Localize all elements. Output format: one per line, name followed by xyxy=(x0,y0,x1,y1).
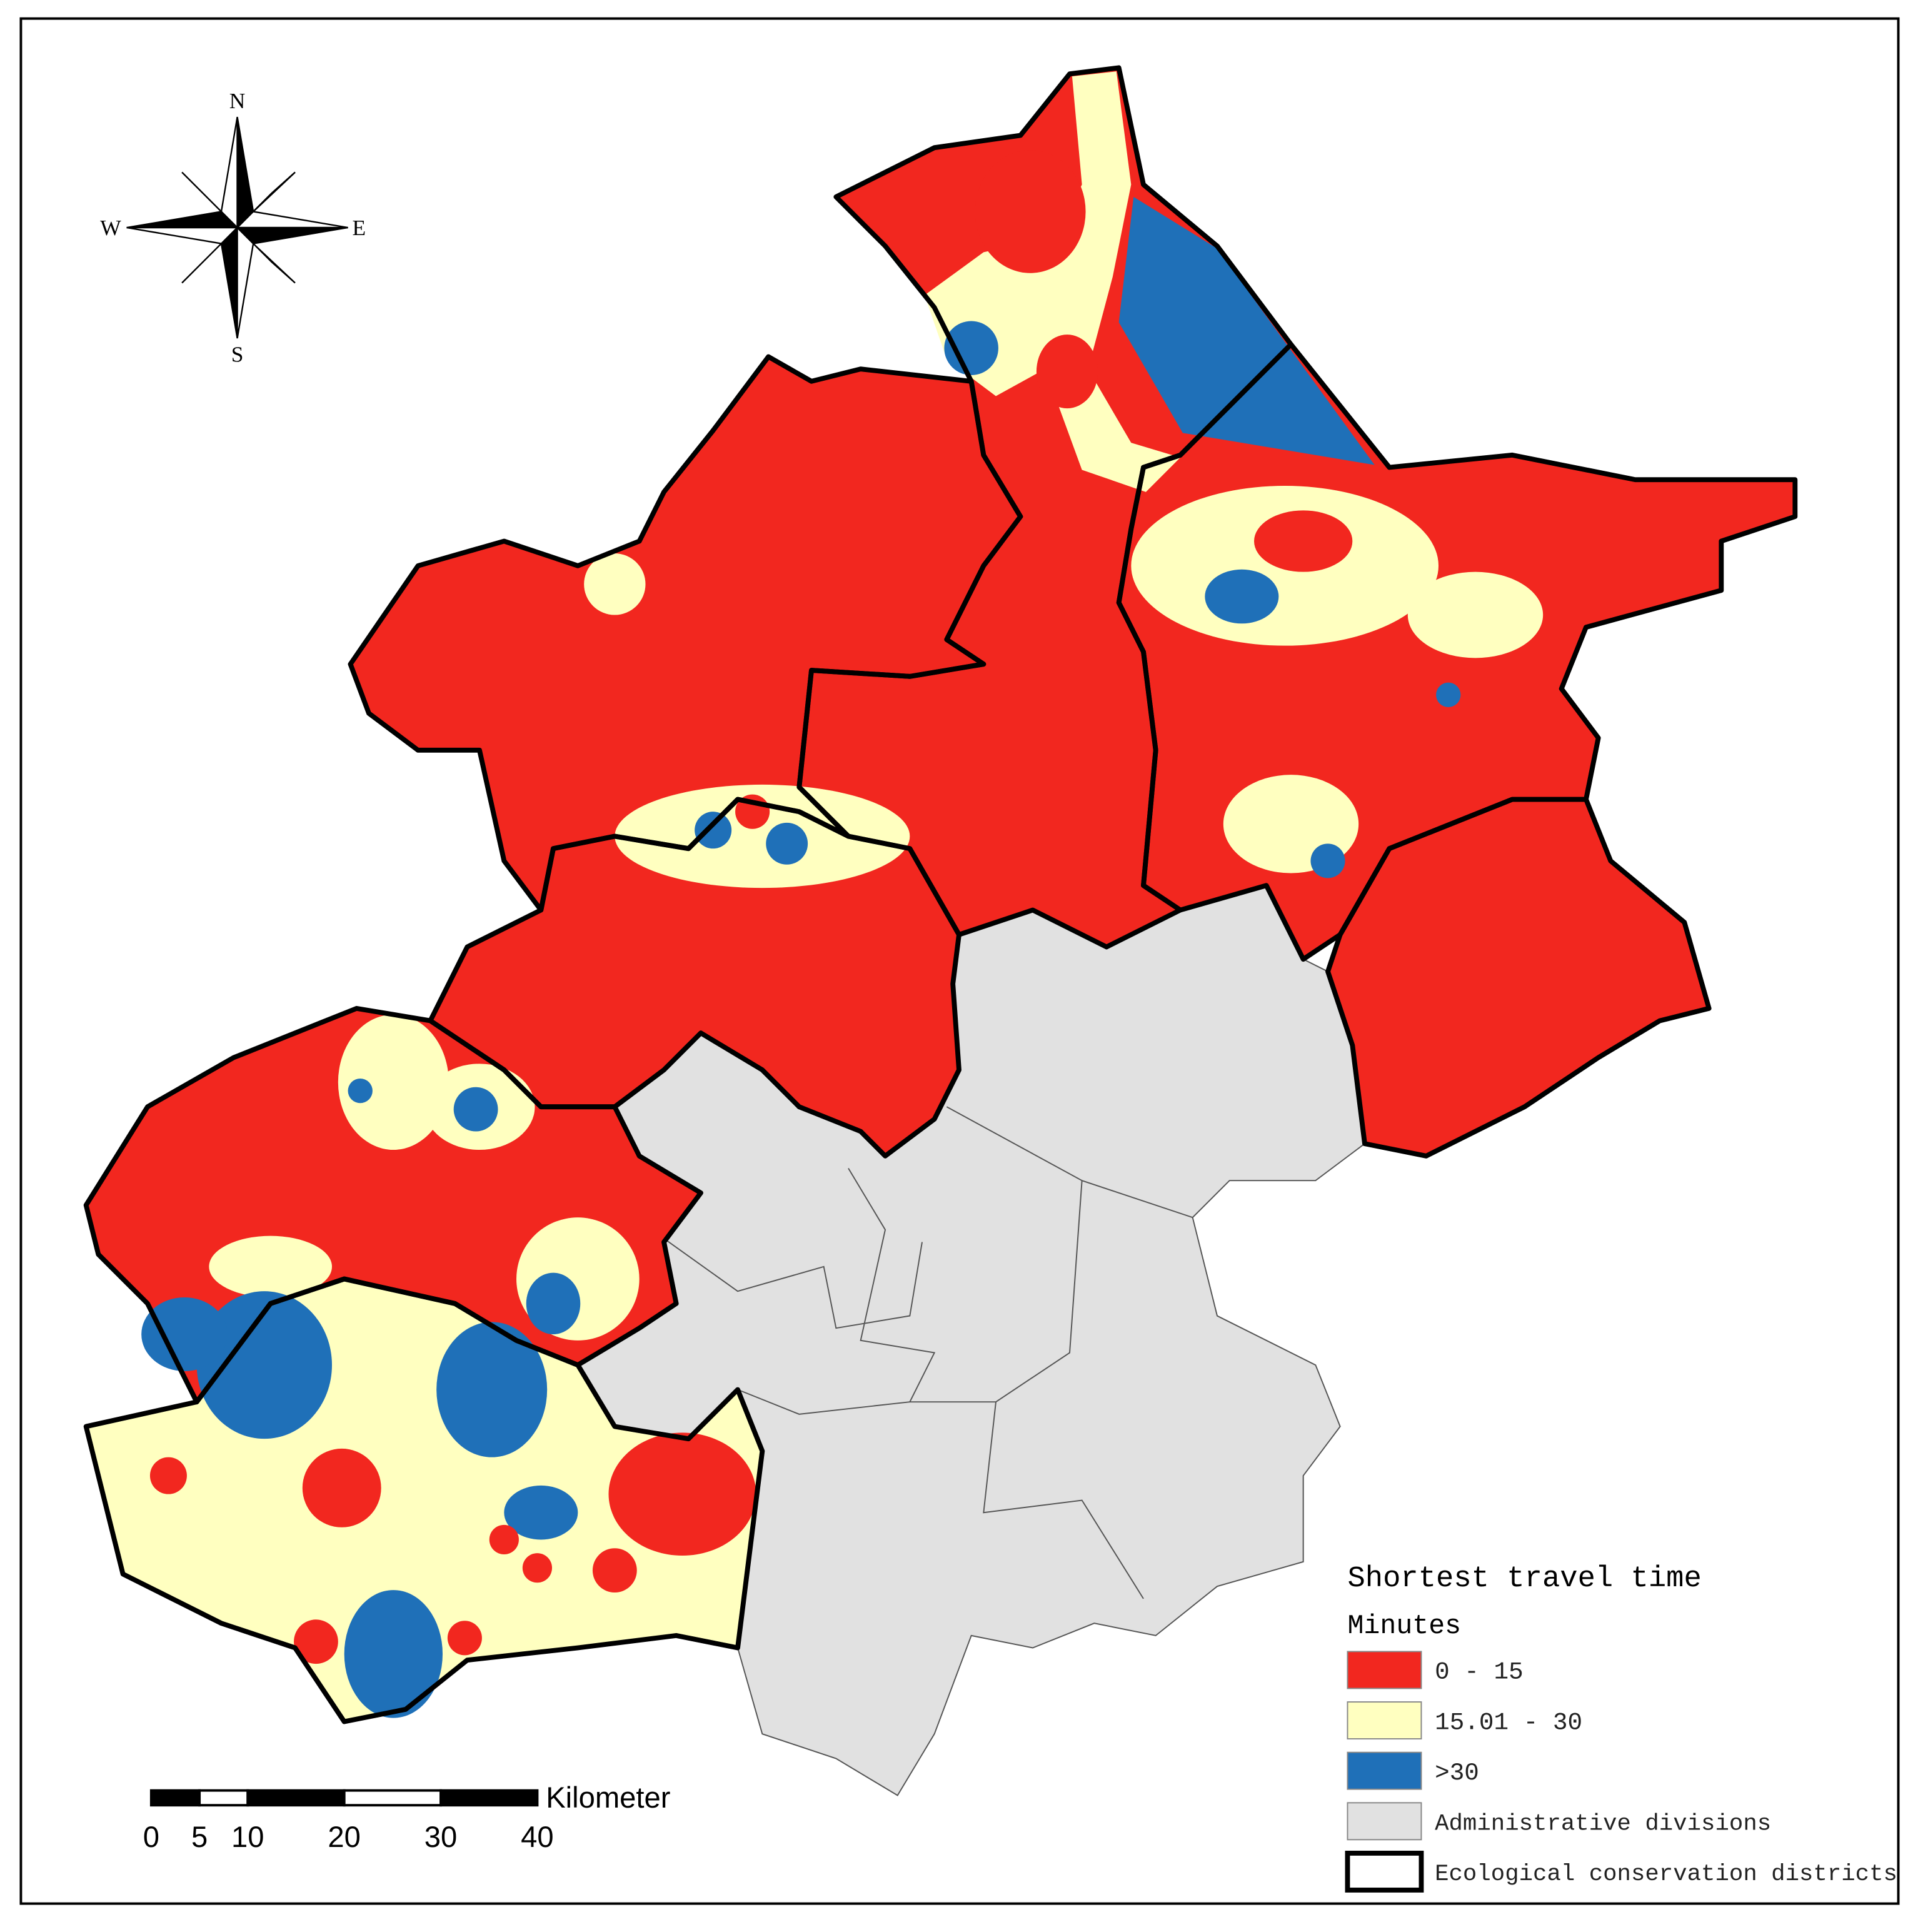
scale-unit: Kilometer xyxy=(546,1781,670,1814)
zone xyxy=(489,1524,519,1555)
zone xyxy=(522,1553,553,1583)
scale-tick-label: 0 xyxy=(143,1821,159,1854)
scale-tick-label: 10 xyxy=(231,1821,264,1854)
compass-label: S xyxy=(231,341,244,366)
legend-swatch xyxy=(1347,1651,1422,1689)
zone xyxy=(608,1432,756,1556)
legend-label: >30 xyxy=(1435,1759,1479,1787)
admin-borders xyxy=(651,1106,1193,1599)
legend-label: 0 - 15 xyxy=(1435,1658,1524,1686)
scale-segment xyxy=(343,1789,443,1807)
scale-tick-label: 30 xyxy=(424,1821,458,1854)
compass-point xyxy=(235,226,348,244)
zone xyxy=(436,1322,548,1457)
legend: 0 - 15 15.01 - 30 >30 Administrative divisi… xyxy=(1345,1651,1897,1893)
zone xyxy=(141,1297,228,1372)
travel-time-zones xyxy=(141,71,1544,1718)
zone xyxy=(344,1590,443,1718)
zone xyxy=(1118,196,1375,465)
scale-bar: 0 5 10 20 30 40 xyxy=(143,1789,554,1854)
zone xyxy=(447,1621,482,1656)
zone xyxy=(1436,682,1461,708)
scale-segment xyxy=(149,1789,201,1807)
scale-tick-label: 5 xyxy=(191,1821,208,1854)
zone xyxy=(338,1014,449,1150)
admin-border xyxy=(1082,1180,1193,1219)
legend-title: Shortest travel time xyxy=(1347,1562,1701,1596)
compass-label: W xyxy=(100,215,121,240)
zone xyxy=(1310,843,1345,878)
zone xyxy=(453,1087,498,1132)
zone xyxy=(1254,510,1353,572)
zone xyxy=(592,1548,637,1593)
scale-tick-label: 40 xyxy=(521,1821,554,1854)
zone xyxy=(1205,569,1279,624)
zone xyxy=(526,1272,581,1335)
legend-swatch xyxy=(1347,1701,1422,1740)
admin-border xyxy=(737,1389,910,1415)
zone xyxy=(294,1619,338,1664)
zone xyxy=(196,1291,332,1439)
legend-swatch xyxy=(1347,1802,1422,1841)
scale-segment xyxy=(198,1789,249,1807)
zone xyxy=(1407,571,1544,658)
scale-segment xyxy=(246,1789,346,1807)
legend-label: Administrative divisions xyxy=(1435,1811,1771,1838)
zone xyxy=(944,321,998,376)
compass-label: N xyxy=(229,88,246,113)
zone xyxy=(209,1235,332,1298)
legend-swatch xyxy=(1347,1751,1422,1790)
zone xyxy=(584,553,646,615)
zone xyxy=(924,71,1180,492)
legend-swatch xyxy=(1345,1851,1424,1893)
compass-label: E xyxy=(352,215,366,240)
compass-point xyxy=(126,226,239,244)
compass xyxy=(126,116,348,339)
zone xyxy=(766,822,808,865)
admin-border xyxy=(651,1229,923,1329)
zone xyxy=(302,1448,381,1527)
admin-border xyxy=(946,1106,1083,1403)
scale-tick-label: 20 xyxy=(328,1821,361,1854)
legend-label: Ecological conservation districts xyxy=(1435,1861,1897,1888)
zone xyxy=(975,150,1086,273)
zone xyxy=(1036,335,1098,409)
zone xyxy=(504,1485,578,1540)
zone xyxy=(695,812,732,849)
legend-subtitle: Minutes xyxy=(1347,1611,1461,1641)
zone xyxy=(149,1457,187,1494)
legend-label: 15.01 - 30 xyxy=(1435,1708,1582,1736)
zone xyxy=(615,784,910,888)
scale-segment xyxy=(439,1789,539,1807)
zone xyxy=(348,1078,373,1104)
